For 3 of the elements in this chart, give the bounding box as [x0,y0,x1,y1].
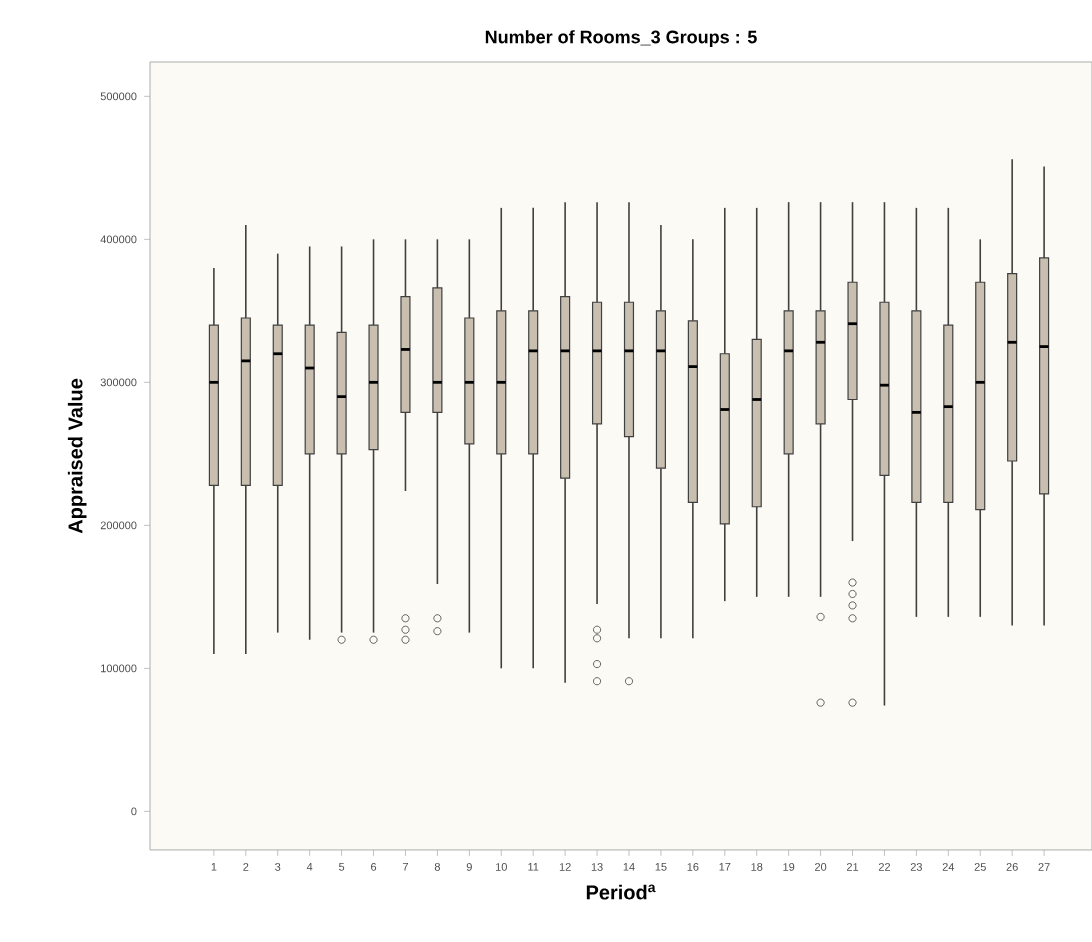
chart-title: Number of Rooms_3 Groups : 5 [485,30,757,47]
y-axis-title: Appraised Value [67,378,87,534]
x-axis-title: Period$^{a}$ [586,884,656,900]
